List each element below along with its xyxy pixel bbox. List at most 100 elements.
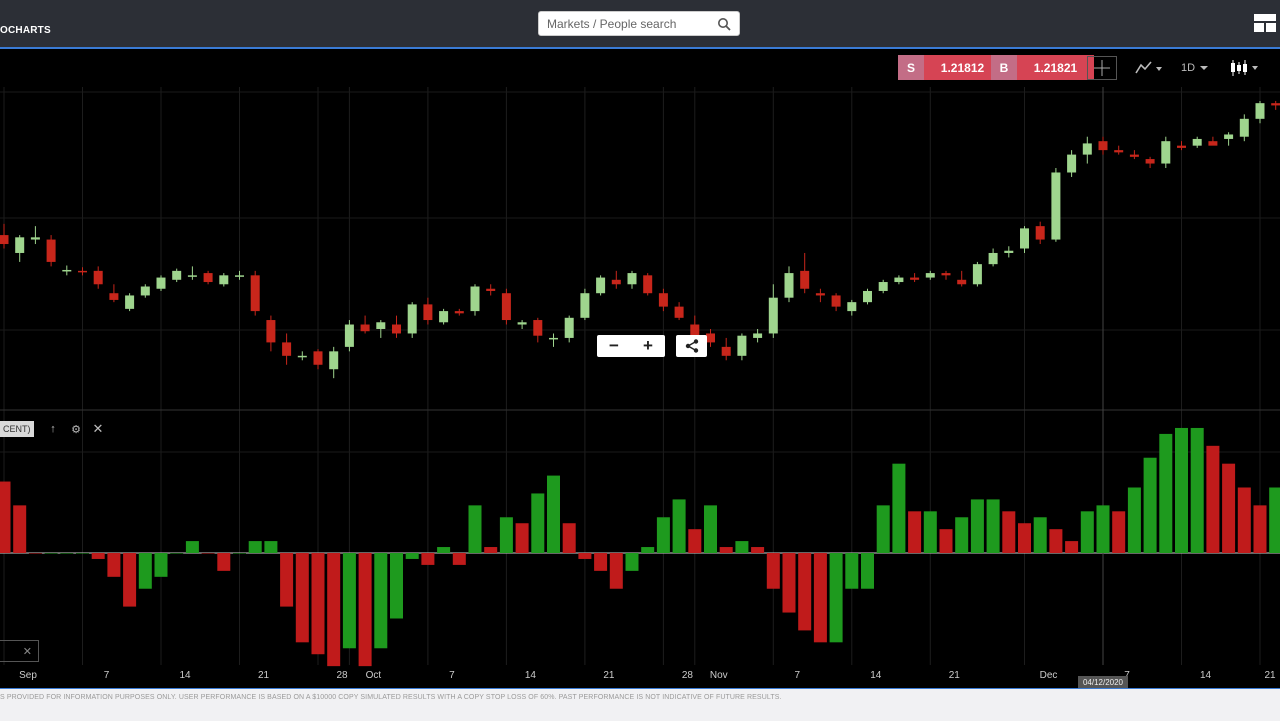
histogram-bar [1033, 517, 1047, 553]
candle-body [203, 273, 213, 283]
sell-price: 1.21812 [924, 55, 1001, 80]
crosshair-button[interactable] [1087, 56, 1117, 80]
histogram-bar [531, 493, 545, 553]
buy-button[interactable]: B 1.21821 [991, 55, 1094, 80]
chart-type-dropdown[interactable] [1224, 56, 1264, 80]
histogram-bar [955, 517, 969, 553]
histogram-bar [892, 463, 906, 553]
drawing-tools-button[interactable] [1130, 56, 1166, 80]
arrow-up-icon[interactable]: ↑ [50, 423, 56, 435]
candle-body [533, 320, 543, 336]
histogram-bar [1159, 433, 1173, 553]
share-button[interactable] [676, 335, 707, 357]
chevron-down-icon [1200, 66, 1209, 70]
crosshair-date-badge: 04/12/2020 [1078, 676, 1128, 688]
candle-body [329, 351, 339, 370]
histogram-bar [515, 523, 529, 553]
candle-body [1177, 145, 1186, 148]
zoom-out-button[interactable]: − [609, 336, 619, 355]
histogram-bar [374, 553, 388, 649]
histogram-bar [672, 499, 686, 553]
close-icon[interactable]: ✕ [92, 421, 104, 436]
candle-body [815, 293, 825, 296]
candle-body [1067, 154, 1077, 173]
histogram-bar [123, 553, 137, 607]
candle-body [1129, 154, 1139, 157]
candle-body [0, 235, 9, 245]
candle-body [187, 275, 197, 277]
histogram-bar [468, 505, 482, 553]
search-icon[interactable] [717, 17, 731, 31]
search-input[interactable] [547, 12, 707, 35]
x-axis-tick-label: 14 [179, 670, 191, 681]
zoom-in-button[interactable]: + [643, 336, 653, 355]
candle-body [910, 277, 920, 280]
timeframe-dropdown[interactable]: 1D [1178, 56, 1212, 80]
histogram-bar [1143, 457, 1157, 553]
histogram-bar [248, 541, 262, 553]
histogram-bar [1190, 427, 1204, 553]
candle-body [376, 322, 386, 329]
candle-body [596, 277, 606, 294]
x-axis-tick-label: 7 [794, 670, 801, 681]
candle-body [15, 237, 25, 253]
histogram-bar [782, 553, 796, 613]
histogram-bar [405, 553, 419, 559]
histogram-bar [1206, 445, 1220, 553]
histogram-bar [923, 511, 937, 553]
histogram-bar [609, 553, 623, 589]
candle-body [1114, 150, 1124, 153]
brand-logo[interactable]: OCHARTS [0, 25, 51, 36]
candle-body [470, 286, 480, 312]
sell-label: S [898, 55, 924, 80]
crosshair-icon [1094, 60, 1110, 76]
candle-body [925, 273, 935, 278]
histogram-bar [60, 553, 74, 554]
x-axis-tick-label: 21 [1264, 670, 1276, 681]
histogram-bar [813, 553, 827, 643]
x-axis-tick-label: 28 [681, 670, 693, 681]
search-box[interactable] [538, 11, 740, 36]
histogram-bar [970, 499, 984, 553]
top-header: OCHARTS [0, 0, 1280, 49]
layout-grid-icon[interactable] [1254, 14, 1276, 32]
histogram-bar [562, 523, 576, 553]
histogram-bar [766, 553, 780, 589]
candle-body [894, 277, 904, 283]
candle-body [125, 295, 135, 309]
candle-body [941, 273, 951, 276]
candle-body [156, 277, 166, 289]
histogram-bar [91, 553, 105, 559]
histogram-bar [28, 553, 42, 554]
histogram-bar [1237, 487, 1251, 553]
candle-body [957, 279, 967, 285]
candle-body [423, 304, 433, 321]
candle-body [392, 324, 401, 334]
x-axis-tick-label: 14 [870, 670, 882, 681]
x-axis-tick-label: Sep [19, 670, 37, 681]
histogram-bar [1269, 487, 1280, 553]
histogram-bar [295, 553, 309, 643]
price-chart[interactable] [0, 87, 1280, 687]
histogram-bar [138, 553, 152, 589]
histogram-bar [641, 547, 655, 553]
candle-body [30, 237, 40, 240]
histogram-bar [594, 553, 608, 571]
pencil-chart-icon [1135, 61, 1162, 74]
histogram-bar [452, 553, 466, 565]
candle-body [721, 346, 731, 356]
histogram-bar [986, 499, 1000, 553]
histogram-bar [44, 553, 58, 554]
gear-icon[interactable]: ⚙ [71, 423, 81, 436]
histogram-bar [233, 553, 246, 554]
sell-button[interactable]: S 1.21812 [898, 55, 1001, 80]
histogram-bar [688, 529, 702, 553]
histogram-bar [342, 553, 356, 649]
x-axis-tick-label: 21 [603, 670, 615, 681]
candle-body [46, 239, 56, 262]
navigator-close-button[interactable]: ✕ [0, 640, 39, 662]
candle-body [1051, 172, 1061, 240]
candle-body [78, 270, 87, 273]
candle-body [313, 351, 323, 365]
indicator-label[interactable]: CENT) [0, 421, 34, 437]
